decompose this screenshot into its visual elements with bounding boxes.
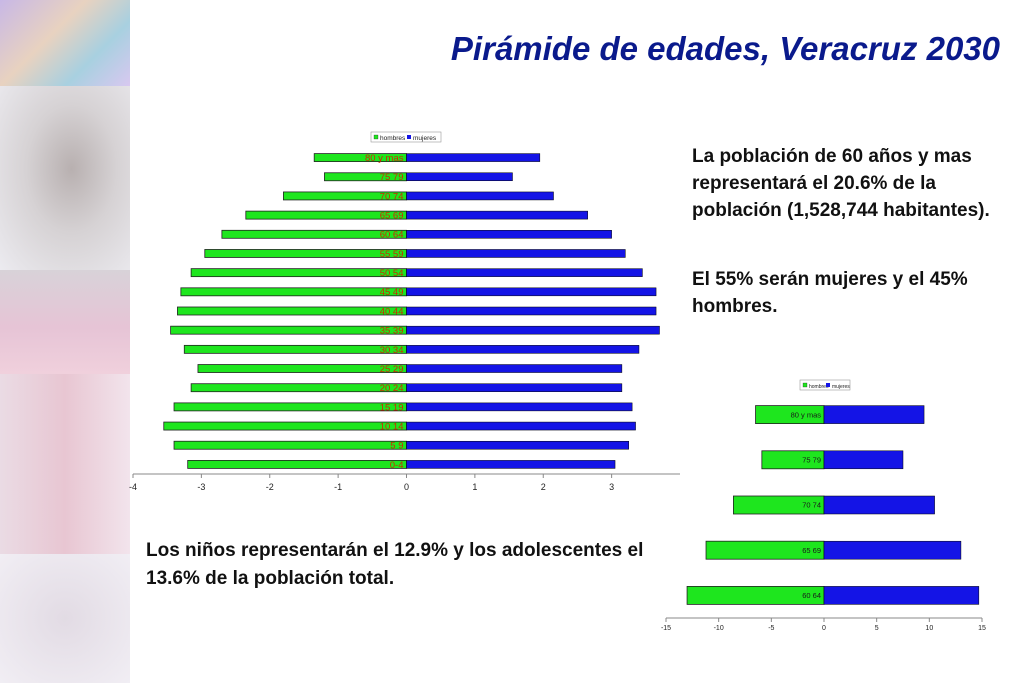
x-tick-label: -10 bbox=[714, 625, 724, 632]
age-group-label: 0-4 bbox=[390, 460, 404, 471]
bar-mujeres bbox=[406, 325, 660, 335]
bar-mujeres bbox=[823, 495, 935, 515]
bar-mujeres bbox=[406, 460, 616, 469]
bar-mujeres bbox=[406, 402, 633, 412]
bar-mujeres bbox=[406, 191, 554, 201]
elderly-man-photo bbox=[0, 86, 130, 270]
bar-mujeres bbox=[406, 210, 588, 220]
x-tick-label: -4 bbox=[129, 482, 137, 492]
bar-mujeres bbox=[406, 421, 636, 431]
x-tick-label: -3 bbox=[197, 482, 205, 492]
age-group-label: 80 y mas bbox=[365, 153, 404, 164]
legend-swatch-mujeres bbox=[826, 383, 830, 387]
legend-box bbox=[370, 131, 442, 143]
age-group-label: 35 39 bbox=[380, 326, 404, 337]
elderly-couple-photo bbox=[0, 374, 130, 554]
bar-mujeres bbox=[406, 153, 541, 162]
age-group-label: 5 9 bbox=[390, 441, 403, 452]
age-group-label: 60 64 bbox=[380, 230, 404, 241]
x-tick-label: -15 bbox=[661, 625, 671, 632]
bar-mujeres bbox=[823, 450, 904, 470]
bar-mujeres bbox=[823, 586, 980, 605]
age-group-label: 70 74 bbox=[380, 191, 404, 202]
x-tick-label: 0 bbox=[822, 625, 826, 632]
age-group-label: 75 79 bbox=[802, 456, 821, 465]
age-group-label: 65 69 bbox=[802, 546, 821, 555]
bar-mujeres bbox=[823, 540, 962, 560]
age-group-label: 80 y mas bbox=[791, 410, 822, 419]
bar-mujeres bbox=[406, 383, 623, 392]
bar-mujeres bbox=[406, 345, 640, 354]
bar-mujeres bbox=[406, 230, 612, 239]
bar-mujeres bbox=[823, 405, 925, 424]
age-group-label: 55 59 bbox=[380, 249, 404, 260]
legend-swatch-mujeres bbox=[407, 135, 411, 139]
bar-mujeres bbox=[406, 249, 626, 258]
age-group-label: 65 69 bbox=[380, 211, 404, 222]
legend-label-hombres: hombres bbox=[809, 384, 829, 390]
page-title: Pirámide de edades, Veracruz 2030 bbox=[450, 30, 1000, 67]
age-group-label: 45 49 bbox=[380, 287, 404, 298]
legend-label-mujeres: mujeres bbox=[413, 135, 437, 142]
man-with-flowers-photo bbox=[0, 270, 130, 374]
age-group-label: 50 54 bbox=[380, 268, 404, 279]
legend-swatch-hombres bbox=[802, 382, 808, 388]
age-group-label: 15 19 bbox=[380, 402, 404, 413]
bar-mujeres bbox=[406, 440, 629, 450]
hands-photo bbox=[0, 0, 130, 86]
legend-label-hombres: hombres bbox=[380, 135, 406, 142]
bar-mujeres bbox=[406, 364, 623, 373]
bar-mujeres bbox=[406, 172, 513, 182]
age-group-label: 70 74 bbox=[802, 501, 821, 510]
age-group-label: 30 34 bbox=[380, 345, 404, 356]
age-group-label: 60 64 bbox=[802, 591, 821, 600]
bar-mujeres bbox=[406, 287, 657, 297]
x-tick-label: 10 bbox=[925, 625, 933, 632]
age-group-label: 10 14 bbox=[380, 421, 404, 432]
legend-swatch-hombres bbox=[373, 134, 379, 140]
x-tick-label: 5 bbox=[875, 625, 879, 632]
x-tick-label: -2 bbox=[266, 482, 274, 492]
x-tick-label: 15 bbox=[978, 625, 986, 632]
text-gender-share: El 55% serán mujeres y el 45% hombres. bbox=[692, 269, 968, 317]
bar-mujeres bbox=[406, 268, 643, 277]
decorative-photo-strip bbox=[0, 0, 130, 683]
text-population-60-plus: La población de 60 años y mas representa… bbox=[692, 146, 990, 221]
legend-label-mujeres: mujeres bbox=[832, 384, 850, 390]
x-tick-label: 1 bbox=[472, 482, 477, 492]
x-tick-label: 0 bbox=[404, 482, 409, 492]
x-tick-label: 3 bbox=[609, 482, 614, 492]
elderly-hands-photo bbox=[0, 554, 130, 683]
age-group-label: 25 29 bbox=[380, 364, 404, 375]
bar-mujeres bbox=[406, 306, 657, 316]
legend-box bbox=[799, 379, 851, 391]
age-group-label: 75 79 bbox=[380, 172, 404, 183]
x-tick-label: 2 bbox=[541, 482, 546, 492]
age-group-label: 20 24 bbox=[380, 383, 404, 394]
text-children-adolescents: Los niños representarán el 12.9% y los a… bbox=[146, 540, 644, 589]
x-tick-label: -1 bbox=[334, 482, 342, 492]
x-tick-label: -5 bbox=[768, 625, 774, 632]
age-group-label: 40 44 bbox=[380, 306, 404, 317]
